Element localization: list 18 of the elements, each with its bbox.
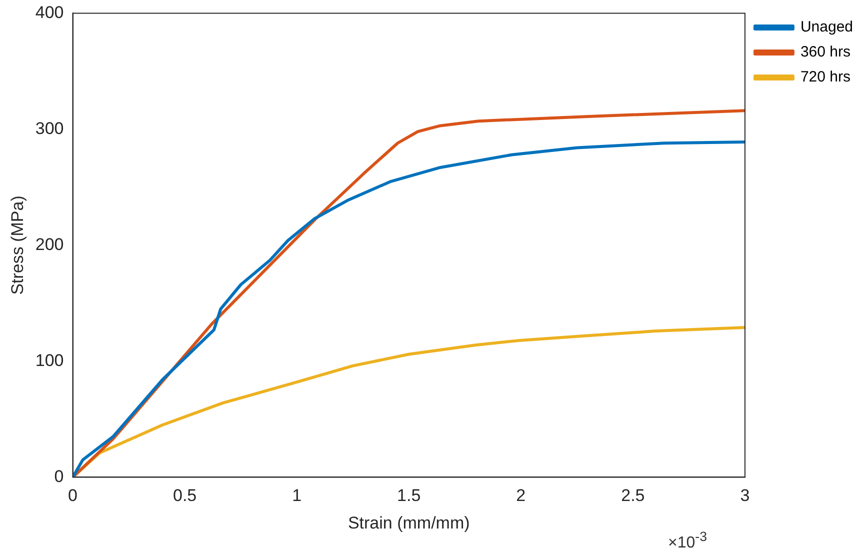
text: ×10$^{-3}$ — [668, 528, 707, 552]
x-tick-label: 2 — [516, 486, 526, 506]
y-axis-title: Stress (MPa) — [8, 196, 27, 295]
x-tick-label: 1 — [292, 486, 302, 506]
legend-label: 360 hrs — [800, 44, 851, 61]
y-tick-label: 300 — [35, 118, 64, 138]
x-tick-label: 0 — [68, 486, 78, 506]
legend-label: 720 hrs — [800, 68, 851, 86]
x-tick-label: 2.5 — [621, 486, 645, 506]
y-tick-label: 400 — [35, 2, 64, 22]
y-tick-label: 200 — [35, 234, 64, 254]
x-axis-title: Strain (mm/mm) — [348, 513, 470, 532]
y-tick-label: 0 — [54, 466, 64, 486]
legend-label: Unaged — [800, 18, 854, 36]
x-tick-label: 1.5 — [397, 486, 421, 506]
x-tick-label: 3 — [740, 486, 750, 506]
x-tick-label: 0.5 — [172, 486, 197, 506]
y-tick-label: 100 — [35, 350, 64, 370]
